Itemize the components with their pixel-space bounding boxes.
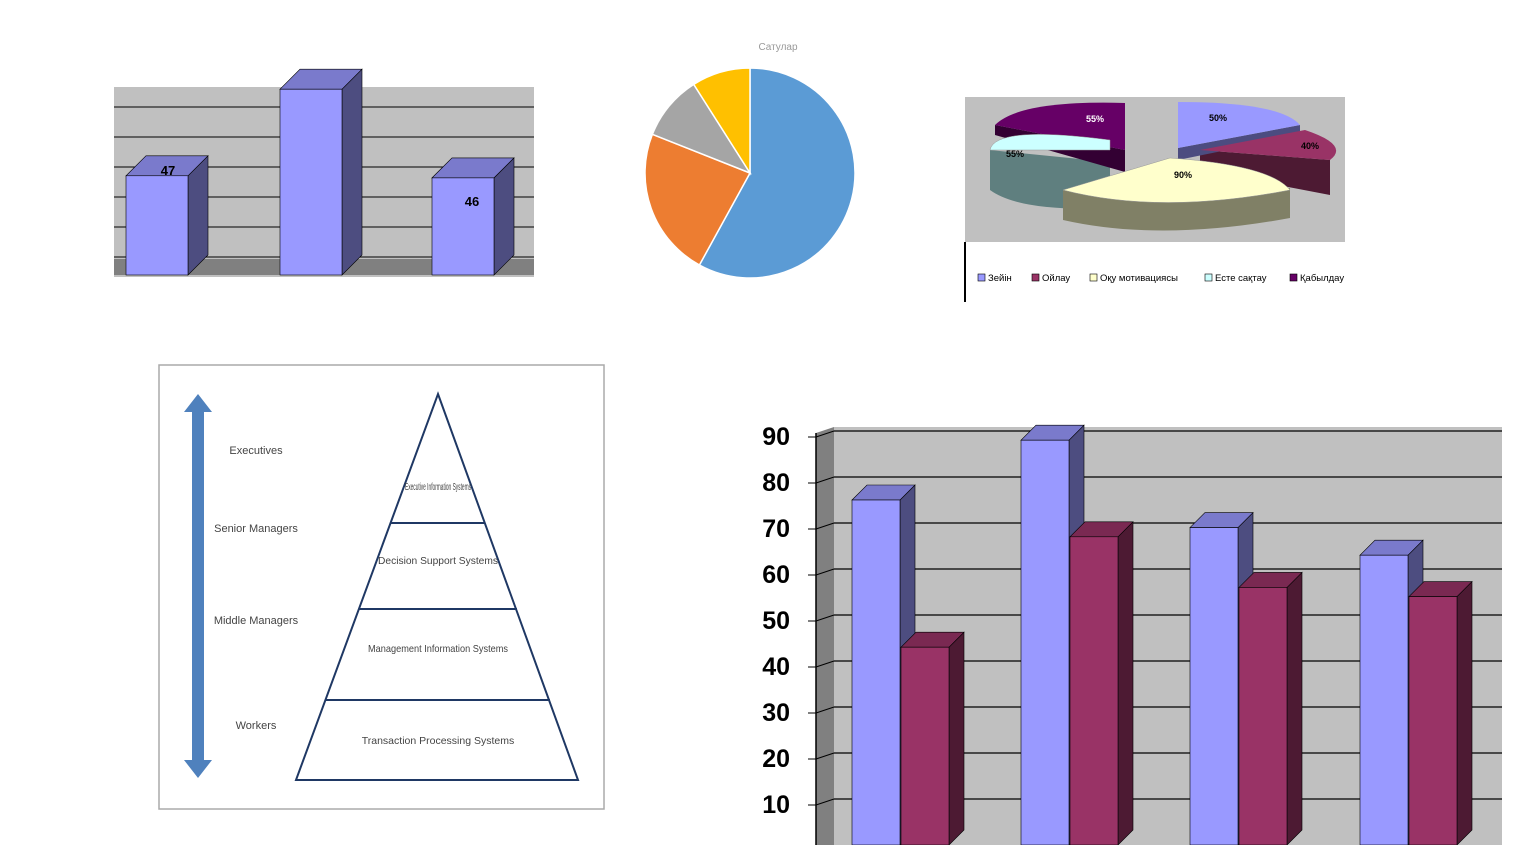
slice-oku [1062,157,1291,203]
gridline-diag [815,568,835,576]
system-tps: Transaction Processing Systems [362,735,515,747]
system-eis: Executive Information Systems [405,481,471,493]
diagram-frame [158,364,605,810]
legend-label-3: Оқу мотивациясы [1100,273,1178,284]
bar-chart-top-left-svg: 47 46 [114,68,534,277]
bar-s2-3 [1238,587,1288,846]
pie-chart-top-center: Сатулар [630,38,880,288]
y-tick-label: 90 [762,423,790,451]
y-tick-label: 20 [762,745,790,773]
level-middle-managers: Middle Managers [214,615,299,627]
y-tick-label: 70 [762,515,790,543]
pie-slice-2 [644,133,752,267]
bar-s1-4 [1359,554,1409,846]
label-oilau: 40% [1301,141,1319,151]
gridline-diag [815,522,835,530]
bar-s1-2 [1020,439,1070,846]
double-arrow-icon [184,394,212,778]
legend: Зейін Ойлау Оқу мотивациясы Есте сақтау Қабы… [977,273,1344,284]
bar-s2-3-side [1286,571,1303,846]
slice-oilau [1200,130,1337,160]
gridline-diag [815,476,835,484]
legend-swatch-3 [1089,273,1098,282]
label-zeyin: 50% [1209,113,1227,123]
y-tick-label: 60 [762,561,790,589]
legend-label-1: Зейін [988,273,1012,284]
data-label-3: 46 [465,194,479,209]
pyramid-diagram: Executives Senior Managers Middle Manage… [158,364,608,812]
slice-side-zeyin [1178,125,1300,160]
legend-swatch-1 [977,273,986,282]
system-dss: Decision Support Systems [378,555,498,567]
legend-swatch-4 [1204,273,1213,282]
pie-slice-1 [698,67,856,279]
legend-label-4: Есте сақтау [1215,273,1267,284]
level-senior-managers: Senior Managers [214,523,298,535]
y-tick-label: 50 [762,607,790,635]
legend-box [965,242,1345,302]
pyramid-outline [294,391,580,781]
bar-3 [431,177,495,276]
pyramid-svg: Executives Senior Managers Middle Manage… [158,364,605,810]
bar-s2-4 [1408,596,1458,846]
gridline-diag [815,660,835,668]
grouped-bar-chart-bottom-right: 90 80 70 60 50 40 30 20 10 [730,415,1520,846]
level-workers: Workers [236,720,277,732]
bar-chart-top-left: 47 46 [100,60,550,290]
bar-s2-1 [900,646,950,846]
level-executives: Executives [229,445,283,457]
pie-3d-svg: 55% 50% 40% 55% 90% Зейін Ойлау Оқу мотива… [964,97,1345,302]
y-tick-label: 40 [762,653,790,681]
pie-title: Сатулар [758,42,798,53]
bar-1 [125,175,189,276]
y-tick-label: 30 [762,699,790,727]
gridline-diag [815,430,835,438]
bar-s2-2-side [1117,521,1134,846]
data-label-1: 47 [161,163,175,178]
y-tick-label: 10 [762,791,790,819]
pie-slice-4 [692,67,751,176]
y-tick-label: 80 [762,469,790,497]
left-wall [816,427,834,845]
gridline-diag [815,752,835,760]
legend-swatch-2 [1031,273,1040,282]
legend-swatch-5 [1289,273,1298,282]
gridline-diag [815,706,835,714]
slice-side-oilau [1200,150,1330,195]
label-este: 55% [1006,149,1024,159]
bar-1-side [187,155,209,276]
grouped-bar-svg: 90 80 70 60 50 40 30 20 10 [762,423,1502,846]
system-mis: Management Information Systems [368,643,508,655]
gridline-diag [815,798,835,806]
bar-3-side [493,157,515,276]
bar-2-side [341,68,363,276]
bar-2 [279,88,343,276]
legend-label-5: Қабылдау [1300,273,1344,284]
label-oku: 90% [1174,170,1192,180]
legend-label-2: Ойлау [1042,273,1070,284]
bar-s1-3 [1189,527,1239,846]
pie-chart-svg: Сатулар [644,42,856,279]
gridline-diag [815,614,835,622]
label-kabyldau: 55% [1086,114,1104,124]
slice-este [989,134,1111,151]
pie-3d-chart-top-right: 55% 50% 40% 55% 90% Зейін Ойлау Оқу мотива… [960,90,1360,305]
bar-s2-2 [1069,536,1119,846]
bar-s2-1-side [948,631,965,846]
bar-s2-4-side [1456,580,1473,846]
bar-s1-1 [851,499,901,846]
slice-zeyin [1178,102,1300,148]
